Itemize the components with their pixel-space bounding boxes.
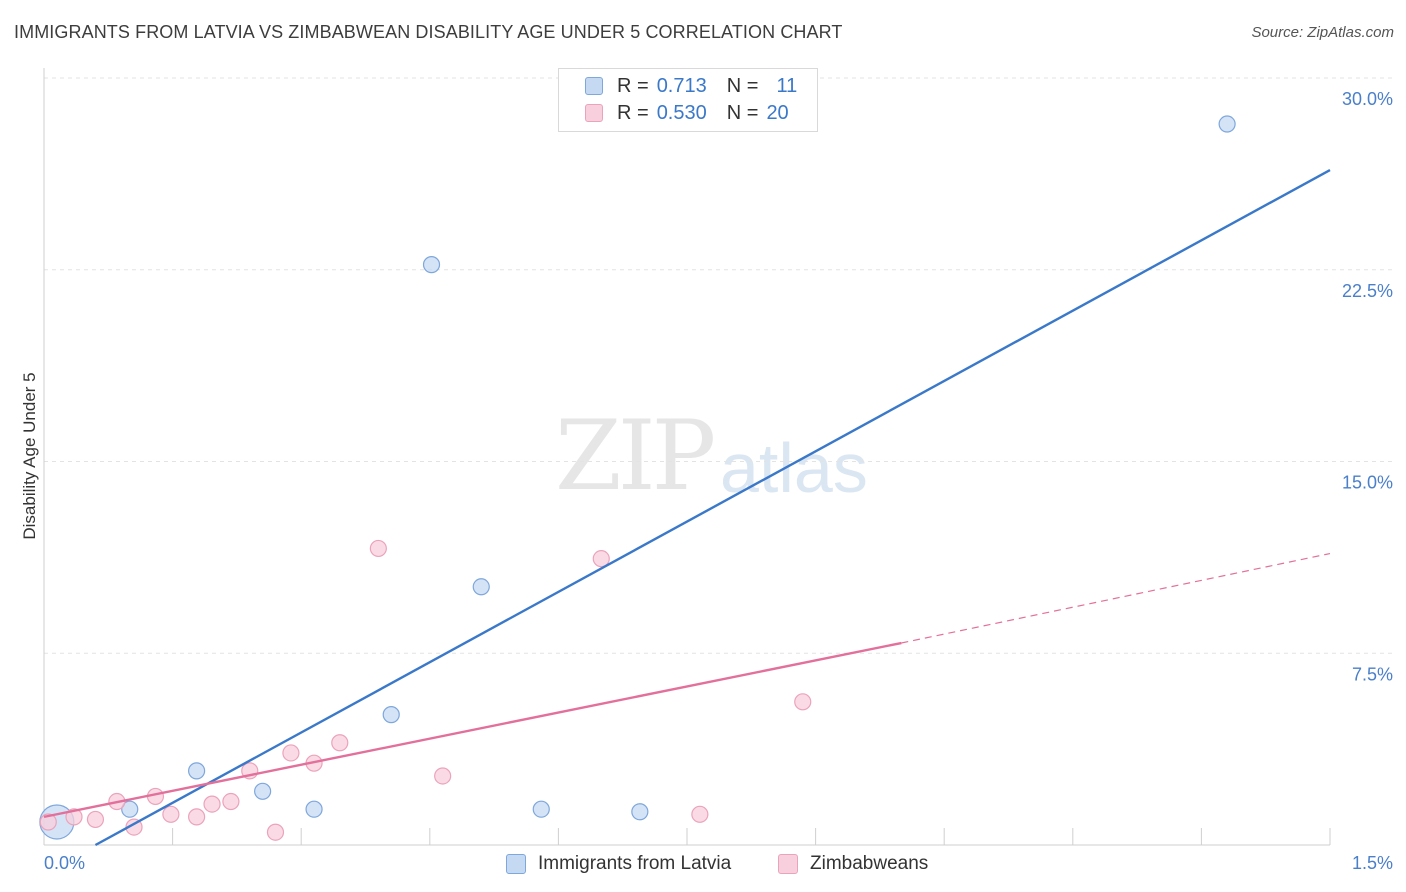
data-point-zimbabweans <box>794 693 812 711</box>
legend-row-latvia: R = 0.713 N = 11 <box>585 75 797 97</box>
bottom-legend-zimbabweans: Zimbabweans <box>778 851 928 877</box>
bottom-legend-label-zimbabweans: Zimbabweans <box>810 853 929 874</box>
data-point-latvia <box>382 706 400 724</box>
legend-r-value: 0.530 <box>656 101 707 124</box>
y-tick-label: 7.5% <box>1352 664 1393 684</box>
data-point-latvia <box>472 578 490 596</box>
legend-r-label: R = <box>617 74 649 97</box>
data-point-zimbabweans <box>65 808 83 826</box>
watermark-zip: ZIP <box>555 400 716 512</box>
y-tick-label: 15.0% <box>1342 473 1393 493</box>
data-point-latvia <box>305 800 323 818</box>
data-point-zimbabweans <box>162 805 180 823</box>
legend-n-value: 11 <box>776 74 798 97</box>
watermark-atlas: atlas <box>720 429 868 507</box>
legend-swatch-latvia <box>585 77 603 95</box>
legend-r-value: 0.713 <box>656 74 707 97</box>
data-point-zimbabweans <box>203 795 221 813</box>
data-point-latvia <box>422 256 441 274</box>
legend-r-label: R = <box>617 101 649 124</box>
x-tick-label-max: 1.5% <box>1352 853 1393 873</box>
data-point-zimbabweans <box>282 744 300 762</box>
legend: R = 0.713 N = 11 R = 0.530 N = 20 <box>558 68 818 132</box>
data-point-zimbabweans <box>266 823 285 841</box>
data-point-latvia <box>188 762 206 780</box>
y-tick-label: 30.0% <box>1342 89 1393 109</box>
data-point-zimbabweans <box>434 767 452 785</box>
data-point-latvia <box>532 800 550 818</box>
source-label: Source: ZipAtlas.com <box>1251 24 1394 41</box>
trend-line-zimbabweans <box>43 641 902 819</box>
x-tick-label-min: 0.0% <box>44 853 85 873</box>
legend-n-label: N = <box>726 101 759 124</box>
data-point-zimbabweans <box>592 550 610 568</box>
legend-n-value: 20 <box>766 101 789 124</box>
bottom-legend-swatch-latvia <box>506 854 526 874</box>
trend-line-extension-zimbabweans <box>901 552 1331 644</box>
legend-n-label: N = <box>726 74 759 97</box>
bottom-legend-label-latvia: Immigrants from Latvia <box>538 853 732 874</box>
y-tick-label: 22.5% <box>1342 281 1393 301</box>
bottom-legend-latvia: Immigrants from Latvia <box>506 851 731 877</box>
data-point-zimbabweans <box>691 805 709 823</box>
data-point-latvia <box>1218 115 1236 133</box>
data-point-latvia <box>631 803 649 821</box>
chart-title: IMMIGRANTS FROM LATVIA VS ZIMBABWEAN DIS… <box>14 22 843 42</box>
data-point-zimbabweans <box>369 539 387 558</box>
data-point-zimbabweans <box>86 810 105 829</box>
bottom-legend-swatch-zimbabweans <box>778 854 798 874</box>
data-point-zimbabweans <box>188 808 206 826</box>
trend-line-latvia <box>94 168 1331 847</box>
legend-row-zimbabweans: R = 0.530 N = 20 <box>585 102 789 124</box>
legend-swatch-zimbabweans <box>585 104 603 122</box>
data-point-zimbabweans <box>222 792 240 811</box>
data-point-latvia <box>254 782 272 800</box>
data-point-latvia <box>121 800 139 818</box>
data-point-zimbabweans <box>331 734 349 752</box>
